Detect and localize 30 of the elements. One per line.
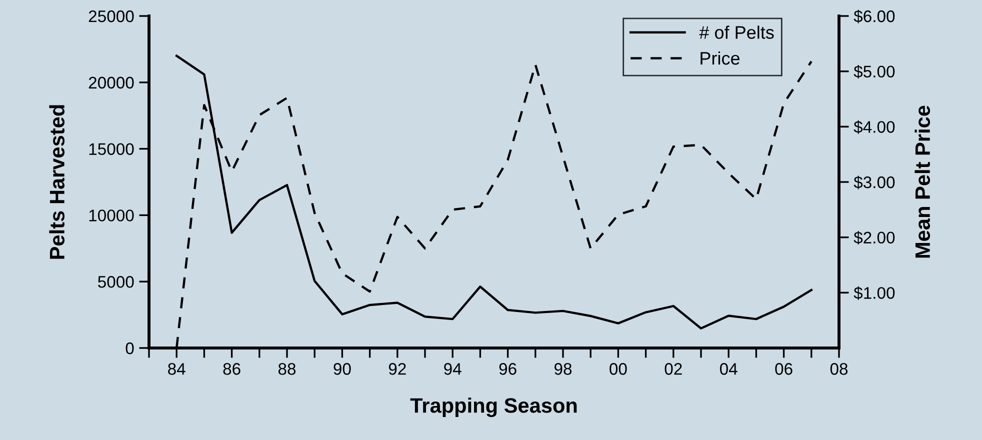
y-tick-label: 5000	[98, 276, 134, 288]
x-tick-label: 00	[610, 363, 627, 375]
legend-label: # of Pelts	[699, 26, 774, 39]
x-tick-label: 84	[168, 363, 186, 375]
x-tick-label: 92	[388, 363, 406, 375]
y-axis-title: Pelts Harvested	[49, 105, 65, 259]
x-tick-label: 96	[499, 363, 516, 375]
y-tick-label: 0	[126, 342, 134, 354]
y2-tick-label: $4.00	[854, 120, 895, 134]
y2-tick-label: $5.00	[854, 65, 895, 79]
x-tick-label: 94	[444, 363, 462, 375]
x-tick-label: 02	[664, 363, 682, 375]
y2-tick-label: $6.00	[854, 10, 895, 24]
legend-label: Price	[700, 51, 740, 65]
y2-tick-label: $1.00	[854, 286, 895, 300]
x-tick-label: 06	[775, 363, 792, 375]
x-tick-label: 88	[278, 363, 296, 375]
x-tick-label: 98	[554, 363, 572, 375]
x-tick-label: 04	[720, 363, 738, 375]
y-tick-label: 20000	[88, 76, 134, 89]
x-tick-label: 90	[334, 363, 351, 375]
y2-tick-label: $3.00	[854, 176, 895, 190]
y-tick-label: 25000	[88, 10, 134, 22]
x-axis-title: Trapping Season	[410, 398, 577, 418]
x-tick-label: 08	[830, 363, 848, 375]
x-tick-label: 86	[223, 363, 240, 375]
y2-axis-title: Mean Pelt Price	[914, 106, 930, 258]
y-tick-label: 15000	[89, 143, 134, 156]
y-tick-label: 10000	[89, 210, 134, 222]
y2-tick-label: $2.00	[854, 231, 895, 245]
